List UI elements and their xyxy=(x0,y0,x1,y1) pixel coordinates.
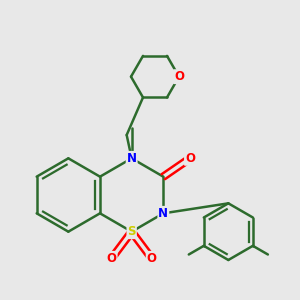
Text: O: O xyxy=(147,252,157,265)
Text: O: O xyxy=(174,70,184,83)
Text: N: N xyxy=(127,152,137,165)
Text: N: N xyxy=(158,207,168,220)
Text: S: S xyxy=(128,225,136,238)
Text: O: O xyxy=(107,252,117,265)
Text: O: O xyxy=(185,152,195,165)
